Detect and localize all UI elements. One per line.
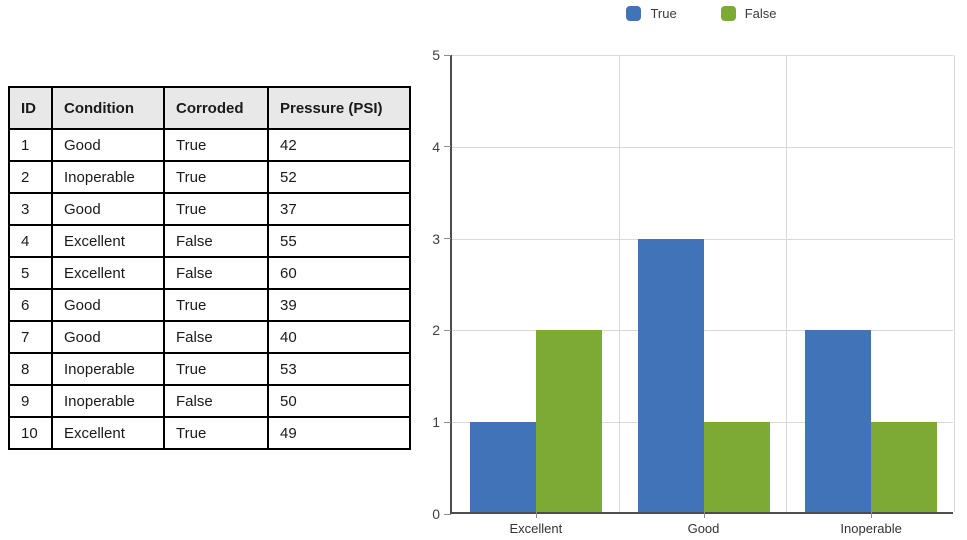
y-axis-tick	[444, 513, 451, 515]
table-cell: 6	[8, 288, 53, 322]
bar-true-good	[637, 238, 704, 512]
table-cell: Inoperable	[51, 352, 165, 386]
table-cell: True	[163, 128, 269, 162]
table-cell: 7	[8, 320, 53, 354]
gridline-y-4	[452, 146, 953, 148]
y-axis-label-3: 3	[432, 230, 440, 247]
table-cell: 4	[8, 224, 53, 258]
table-cell: True	[163, 192, 269, 226]
legend-swatch-false	[720, 6, 736, 21]
table-cell: 3	[8, 192, 53, 226]
table-cell: False	[163, 384, 269, 418]
chart-legend: True False	[450, 6, 953, 21]
table-cell: 1	[8, 128, 53, 162]
table-cell: Good	[51, 192, 165, 226]
y-axis-label-1: 1	[432, 414, 440, 431]
table-cell: Excellent	[51, 224, 165, 258]
bar-true-excellent	[469, 422, 536, 512]
gridline-y-1	[452, 422, 953, 424]
y-axis-tick	[444, 54, 451, 56]
table-row: 3 Good True 37	[8, 192, 411, 226]
table-cell: Good	[51, 288, 165, 322]
table-cell: 9	[8, 384, 53, 418]
table-row: 1 Good True 42	[8, 128, 411, 162]
table-cell: 39	[267, 288, 411, 322]
column-header-id: ID	[8, 86, 53, 130]
table-cell: Inoperable	[51, 384, 165, 418]
legend-swatch-true	[626, 6, 642, 21]
gridline-x	[786, 55, 788, 512]
bar-true-inoperable	[805, 330, 872, 512]
legend-label-false: False	[744, 6, 777, 21]
column-header-pressure-psi: Pressure (PSI)	[267, 86, 411, 130]
table-cell: 10	[8, 416, 53, 450]
x-axis-label-good: Good	[687, 521, 720, 536]
chart-plot-area: 0 1 2 3 4 5 Excellent Good Inoperable	[432, 47, 955, 536]
table-row: 8 Inoperable True 53	[8, 352, 411, 386]
table-cell: False	[163, 320, 269, 354]
table-cell: 42	[267, 128, 411, 162]
y-axis-label-5: 5	[432, 47, 440, 63]
table-cell: True	[163, 352, 269, 386]
bar-false-inoperable	[871, 422, 938, 512]
table-cell: 52	[267, 160, 411, 194]
table-cell: 60	[267, 256, 411, 290]
table-cell: 40	[267, 320, 411, 354]
legend-label-true: True	[650, 6, 677, 21]
table-cell: 5	[8, 256, 53, 290]
table-row: 4 Excellent False 55	[8, 224, 411, 258]
table-cell: 37	[267, 192, 411, 226]
table-cell: Good	[51, 320, 165, 354]
gridline-x	[954, 55, 955, 512]
table-cell: 53	[267, 352, 411, 386]
column-header-condition: Condition	[51, 86, 165, 130]
table-cell: Excellent	[51, 256, 165, 290]
table-cell: False	[163, 256, 269, 290]
y-axis-tick	[444, 146, 451, 148]
table-cell: False	[163, 224, 269, 258]
table-row: 2 Inoperable True 52	[8, 160, 411, 194]
table-cell: True	[163, 160, 269, 194]
y-axis-tick	[444, 329, 451, 331]
table-row: 9 Inoperable False 50	[8, 384, 411, 418]
x-axis-tick	[871, 512, 873, 518]
gridline-x	[618, 55, 620, 512]
table-cell: Excellent	[51, 416, 165, 450]
table-row: 10 Excellent True 49	[8, 416, 411, 450]
y-axis-tick	[444, 421, 451, 423]
y-axis-label-2: 2	[432, 322, 440, 339]
table-cell: 2	[8, 160, 53, 194]
bar-false-excellent	[535, 330, 602, 512]
table-cell: Good	[51, 128, 165, 162]
y-axis-label-4: 4	[432, 138, 440, 155]
gridline-y-3	[452, 238, 953, 240]
table-cell: Inoperable	[51, 160, 165, 194]
table-cell: 50	[267, 384, 411, 418]
table-row: 7 Good False 40	[8, 320, 411, 354]
table-cell: 8	[8, 352, 53, 386]
bar-false-good	[703, 422, 770, 512]
table-header-row: ID Condition Corroded Pressure (PSI)	[8, 86, 411, 130]
table-cell: True	[163, 416, 269, 450]
x-axis-tick	[535, 512, 537, 518]
legend-item-false: False	[720, 6, 777, 21]
gridline-y-5	[452, 55, 953, 56]
table-cell: 55	[267, 224, 411, 258]
table-row: 6 Good True 39	[8, 288, 411, 322]
table-row: 5 Excellent False 60	[8, 256, 411, 290]
y-axis-label-0: 0	[432, 506, 440, 522]
legend-item-true: True	[626, 6, 677, 21]
table-cell: 49	[267, 416, 411, 450]
y-axis-tick	[444, 238, 451, 240]
gridline-y-2	[452, 330, 953, 332]
x-axis-label-inoperable: Inoperable	[840, 521, 902, 536]
column-header-corroded: Corroded	[163, 86, 269, 130]
x-axis-tick	[703, 512, 705, 518]
table-cell: True	[163, 288, 269, 322]
x-axis-label-excellent: Excellent	[509, 521, 563, 536]
pipes-data-table: ID Condition Corroded Pressure (PSI) 1 Good T…	[8, 86, 411, 450]
